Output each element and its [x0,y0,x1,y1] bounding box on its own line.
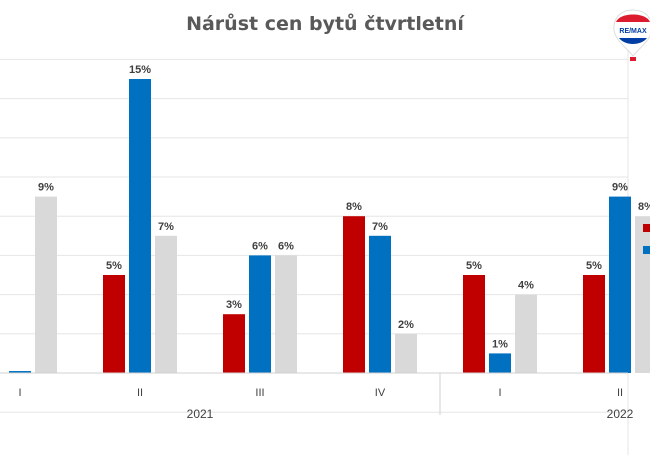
data-label: 6% [252,240,268,252]
bar [395,333,417,373]
x-tick-label: IV [375,387,386,399]
data-label: 9% [612,182,628,194]
data-label: 5% [466,260,482,272]
data-label: 6% [278,240,294,252]
data-labels: 9%5%15%7%3%6%6%8%7%2%5%1%4%5%9%8%-1%3%-3… [38,64,650,350]
bar [35,196,57,373]
bar [9,371,31,373]
bar [249,255,271,373]
bar [343,216,365,373]
legend-swatch [643,246,650,254]
bar [129,79,151,373]
bar [275,255,297,373]
data-label: 9% [38,182,54,194]
data-label: 5% [106,260,122,272]
x-axis: IIIIIIIVIIIIII20212022 [0,372,634,421]
data-label: 7% [372,221,388,233]
gridlines [0,49,629,455]
legend [643,224,650,276]
bar [103,275,125,373]
data-label: 1% [492,338,508,350]
data-label: 8% [638,201,650,213]
group-label: 2021 [187,407,214,421]
data-label: 3% [226,299,242,311]
bar [515,294,537,373]
remax-balloon-logo: RE/MAX [613,9,650,61]
x-tick-label: II [137,387,143,399]
data-label: 8% [346,201,362,213]
bar [155,235,177,373]
bars [9,79,650,373]
x-tick-label: I [498,387,501,399]
bar [369,235,391,373]
data-label: 4% [518,280,534,292]
bar [489,353,511,373]
chart-title: Nárůst cen bytů čtvrtletní [186,12,465,35]
x-tick-label: I [18,387,21,399]
data-label: 2% [398,319,414,331]
data-label: 15% [129,64,151,76]
bar [583,275,605,373]
data-label: 7% [158,221,174,233]
legend-swatch [643,268,650,276]
bar [463,275,485,373]
group-label: 2022 [607,407,634,421]
bar [635,216,650,373]
x-tick-label: II [617,387,623,399]
bar [223,314,245,373]
logo-text: RE/MAX [619,28,647,35]
legend-swatch [643,224,650,232]
bar [609,196,631,373]
x-tick-label: III [255,387,264,399]
data-label: 5% [586,260,602,272]
